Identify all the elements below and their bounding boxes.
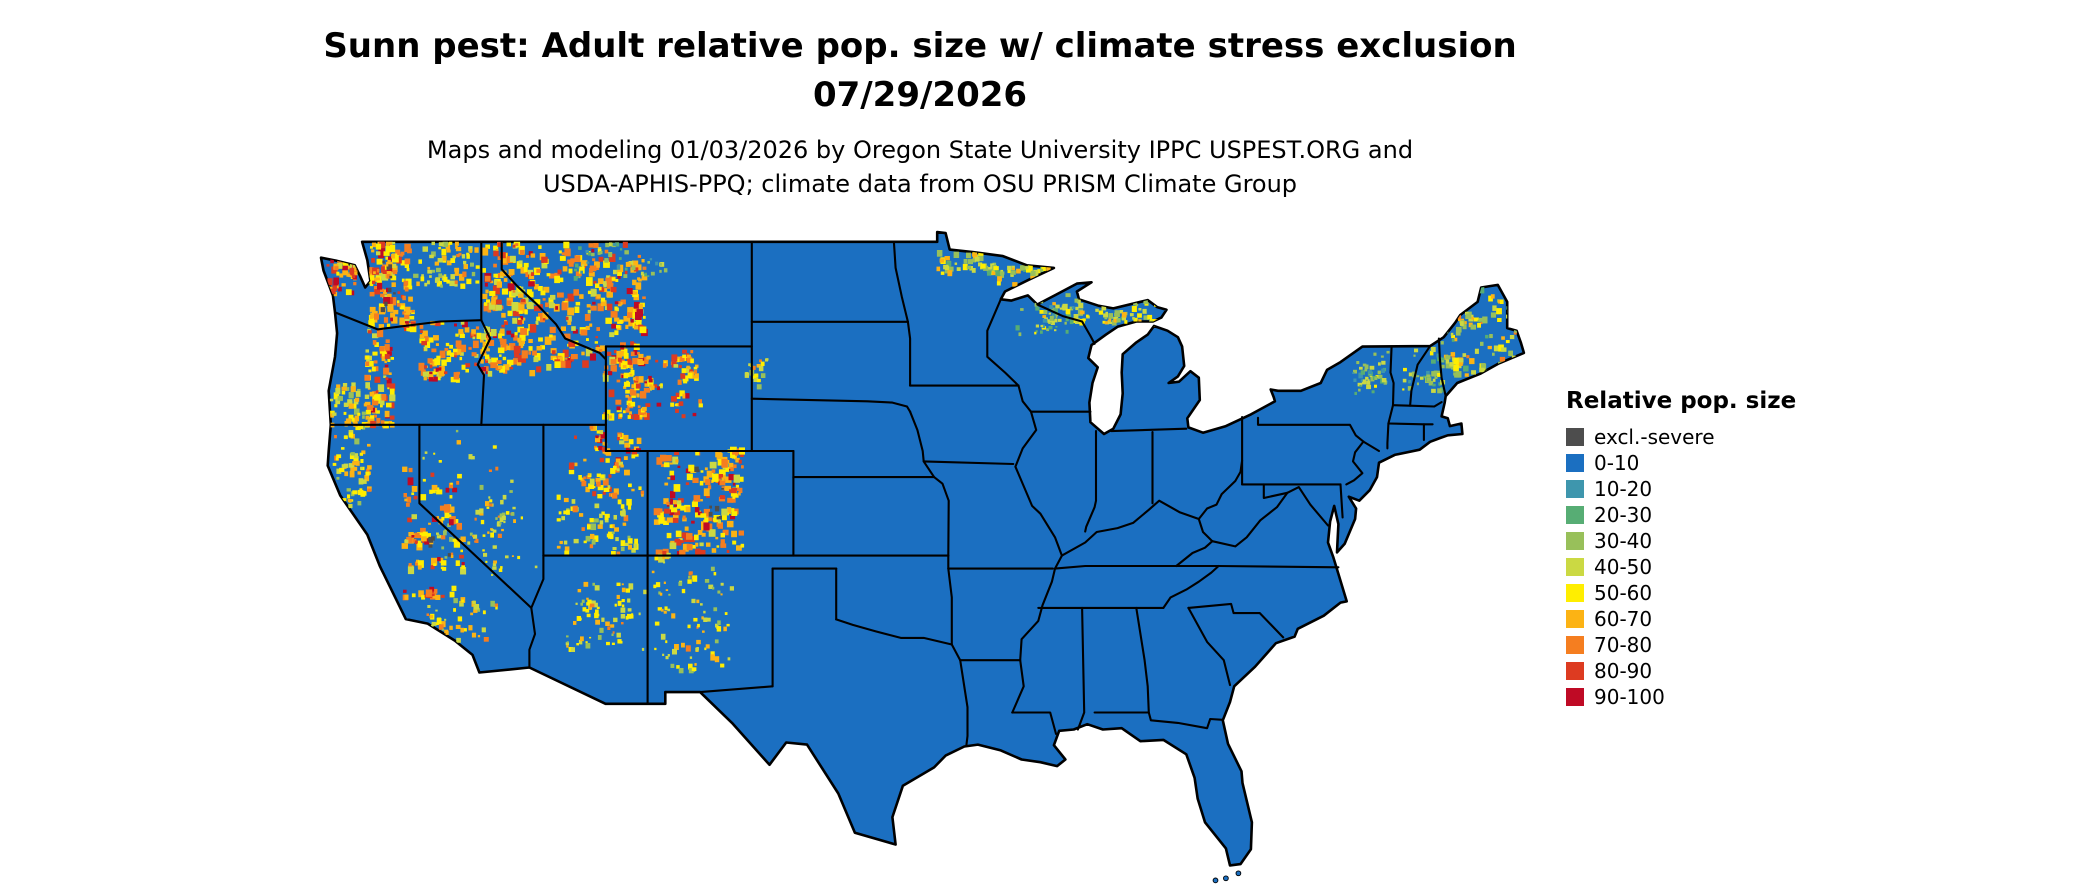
legend-entry: 70-80 — [1566, 633, 1846, 657]
subtitle-line-1: Maps and modeling 01/03/2026 by Oregon S… — [426, 135, 1414, 164]
legend-swatch — [1566, 506, 1584, 524]
legend-entry: 90-100 — [1566, 685, 1846, 709]
legend-swatch — [1566, 454, 1584, 472]
legend-label: 40-50 — [1594, 555, 1653, 579]
subtitle-line-2: USDA-APHIS-PPQ; climate data from OSU PR… — [542, 169, 1298, 198]
legend-swatch — [1566, 610, 1584, 628]
state-borders — [329, 240, 1447, 747]
legend-label: excl.-severe — [1594, 425, 1715, 449]
legend-label: 10-20 — [1594, 477, 1653, 501]
legend-swatch — [1566, 636, 1584, 654]
florida-keys — [1212, 870, 1242, 884]
legend-entry: 30-40 — [1566, 529, 1846, 553]
page-title: Sunn pest: Adult relative pop. size w/ c… — [0, 22, 1840, 121]
legend-swatch — [1566, 480, 1584, 498]
legend-title: Relative pop. size — [1566, 388, 1797, 414]
legend-label: 80-90 — [1594, 659, 1653, 683]
title-date: 07/29/2026 — [812, 75, 1028, 116]
legend-label: 50-60 — [1594, 581, 1653, 605]
legend-swatch — [1566, 428, 1584, 446]
legend-entry: 50-60 — [1566, 581, 1846, 605]
legend-label: 70-80 — [1594, 633, 1653, 657]
us-land-outline — [319, 230, 1526, 867]
legend-label: 60-70 — [1594, 607, 1653, 631]
legend-label: 90-100 — [1594, 685, 1665, 709]
title-line-1: Sunn pest: Adult relative pop. size w/ c… — [323, 26, 1517, 66]
legend-entry: excl.-severe — [1566, 425, 1846, 449]
legend-entry: 0-10 — [1566, 451, 1846, 475]
legend-label: 20-30 — [1594, 503, 1653, 527]
legend-entry: 20-30 — [1566, 503, 1846, 527]
legend-entry: 80-90 — [1566, 659, 1846, 683]
legend-swatch — [1566, 688, 1584, 706]
legend-entry: 60-70 — [1566, 607, 1846, 631]
page-subtitle: Maps and modeling 01/03/2026 by Oregon S… — [0, 133, 1840, 201]
legend-entry: 10-20 — [1566, 477, 1846, 501]
legend-swatch — [1566, 558, 1584, 576]
legend: Relative pop. size excl.-severe 0-10 10-20… — [1566, 388, 1846, 713]
title-block: Sunn pest: Adult relative pop. size w/ c… — [0, 0, 1840, 201]
legend-entry: 40-50 — [1566, 555, 1846, 579]
conus-map — [319, 230, 1526, 884]
legend-rows: excl.-severe 0-10 10-20 20-30 30-40 40-50 50-6… — [1566, 425, 1846, 709]
legend-label: 0-10 — [1594, 451, 1640, 475]
legend-swatch — [1566, 532, 1584, 550]
legend-label: 30-40 — [1594, 529, 1653, 553]
legend-swatch — [1566, 584, 1584, 602]
legend-swatch — [1566, 662, 1584, 680]
